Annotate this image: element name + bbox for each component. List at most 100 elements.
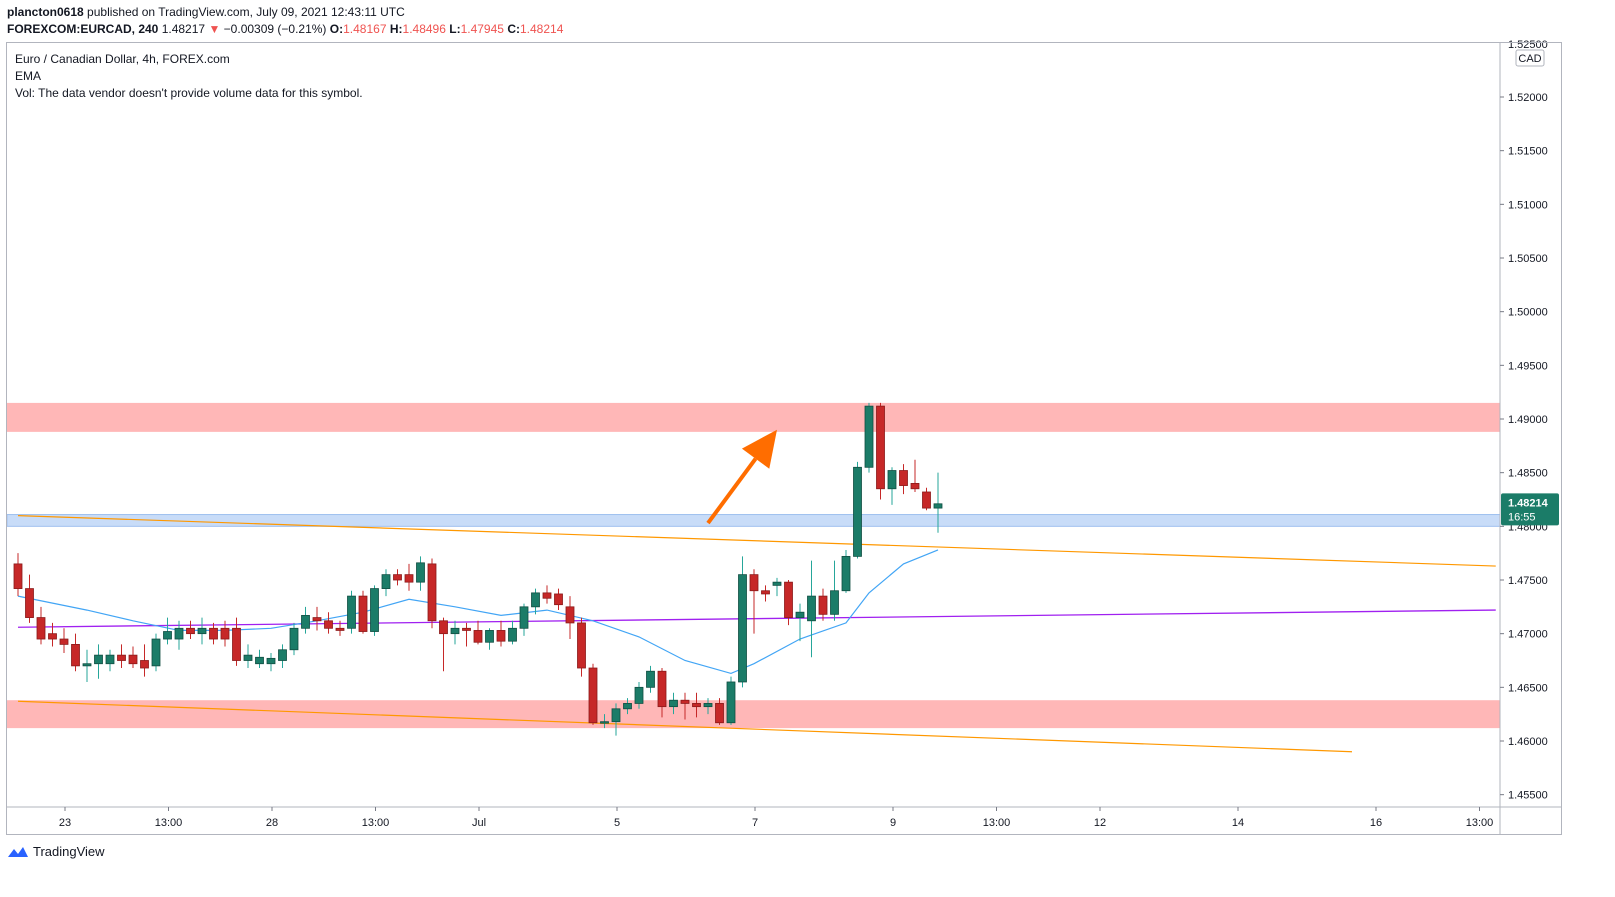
price-tick-label: 1.50500 [1508, 253, 1548, 265]
candle-body [335, 627, 345, 631]
candle [485, 628, 494, 650]
purple-line [17, 609, 1496, 628]
candle [531, 588, 540, 615]
candle-body [519, 606, 529, 629]
candle-body [841, 555, 851, 592]
candle [151, 633, 161, 672]
candle-body [243, 654, 253, 661]
candle-body [105, 654, 115, 665]
high-value: 1.48496 [402, 22, 446, 36]
candle [404, 563, 414, 591]
candle [623, 698, 632, 715]
candle [784, 580, 793, 626]
candle [209, 622, 218, 645]
time-tick-label: 9 [890, 817, 896, 829]
legend-indicator[interactable]: EMA [15, 69, 42, 83]
candle [772, 577, 782, 597]
chart-legend: Euro / Canadian Dollar, 4h, FOREX.com EM… [15, 51, 363, 102]
candle [749, 569, 759, 634]
candle [738, 556, 747, 688]
candle [128, 646, 138, 669]
candle-body [94, 654, 103, 665]
candle [358, 590, 368, 634]
price-tick-label: 1.51000 [1508, 199, 1548, 211]
candle-body [933, 503, 943, 509]
candle-body [669, 699, 678, 708]
candle-body [542, 592, 552, 599]
candle [117, 644, 126, 669]
time-tick-label: 16 [1370, 817, 1382, 829]
candle [301, 606, 310, 634]
ohlc-line: FOREXCOM:EURCAD, 240 1.48217 ▼ −0.00309 … [7, 22, 563, 36]
candle-body [623, 703, 632, 710]
candle-body [692, 703, 701, 708]
candle [174, 620, 184, 650]
candle [669, 692, 678, 715]
candle [818, 588, 828, 621]
candle-body [48, 633, 57, 640]
price-tick-label: 1.48500 [1508, 468, 1548, 480]
legend-volume-note: Vol: The data vendor doesn't provide vol… [15, 86, 363, 100]
candle [692, 692, 701, 718]
candle-body [703, 703, 713, 708]
symbol-label: FOREXCOM:EURCAD, 240 [7, 22, 159, 36]
candle [508, 620, 517, 645]
tradingview-logo[interactable]: TradingView [7, 844, 105, 859]
price-tick-label: 1.45500 [1508, 790, 1548, 802]
candle [554, 588, 563, 611]
candle-body [565, 606, 575, 624]
candle-body [657, 670, 667, 708]
last-price: 1.48217 [161, 22, 206, 36]
price-tick-label: 1.49000 [1508, 414, 1548, 426]
tradingview-brand: TradingView [33, 844, 105, 859]
candle-body [151, 638, 161, 667]
candle [312, 606, 322, 631]
tradingview-logo-icon [8, 846, 28, 857]
candle [853, 461, 862, 559]
publisher-name[interactable]: plancton0618 [7, 5, 84, 19]
candle [381, 569, 391, 597]
candle-body [784, 581, 793, 618]
high-label: H: [389, 22, 403, 36]
candle [933, 472, 943, 533]
candle-body [232, 627, 241, 661]
candle-body [715, 703, 724, 724]
arrow-head [741, 429, 777, 469]
candle [427, 558, 437, 629]
time-tick-label: 13:00 [155, 817, 183, 829]
arrow-shaft [706, 457, 758, 525]
trendline-lower [17, 700, 1353, 753]
candle-body [266, 657, 276, 665]
candle [611, 703, 621, 736]
current-price-label: 1.48214 [1508, 497, 1549, 509]
candle-body [427, 563, 437, 622]
plot-area [7, 402, 1500, 753]
candle-body [128, 654, 138, 665]
candle [59, 628, 69, 653]
candle [140, 644, 149, 677]
price-tick-label: 1.51500 [1508, 146, 1548, 158]
candle-body [13, 563, 23, 589]
candle [289, 622, 299, 656]
price-tick-label: 1.46500 [1508, 682, 1548, 694]
candle [186, 620, 195, 640]
candle [462, 622, 471, 647]
candle-body [795, 611, 805, 618]
candle [634, 681, 644, 709]
candle-body [864, 405, 874, 468]
candle-body [186, 627, 195, 635]
candle-body [312, 617, 322, 622]
price-tick-label: 1.47500 [1508, 575, 1548, 587]
candle [370, 585, 379, 636]
candle [335, 620, 345, 636]
legend-title[interactable]: Euro / Canadian Dollar, 4h, FOREX.com [15, 52, 230, 66]
open-value: 1.48167 [343, 22, 387, 36]
candle-body [577, 622, 586, 669]
candle [910, 459, 920, 492]
time-tick-label: 13:00 [983, 817, 1011, 829]
candle-body [450, 627, 460, 635]
candle [680, 692, 690, 720]
candle [542, 585, 552, 604]
candle-body [646, 670, 655, 688]
